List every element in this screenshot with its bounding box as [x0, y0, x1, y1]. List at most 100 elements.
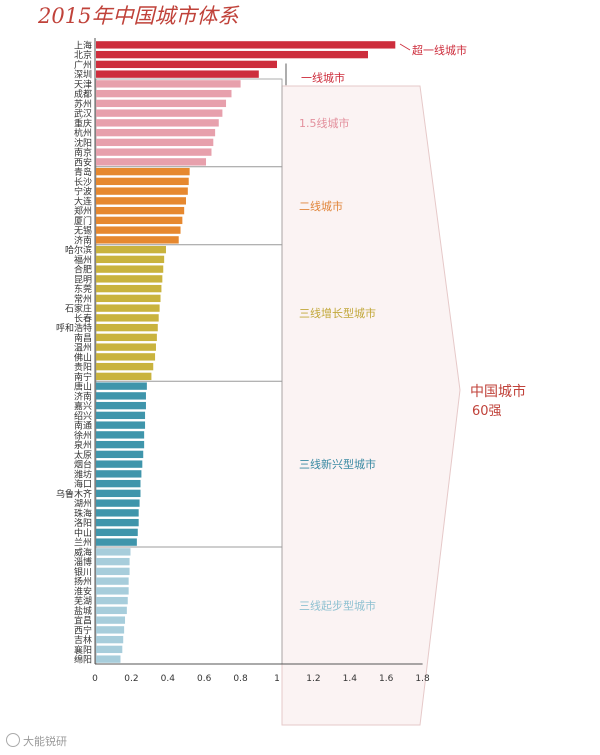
- bar: [96, 392, 146, 400]
- bar: [96, 275, 163, 283]
- bar: [96, 236, 179, 244]
- bar: [96, 557, 130, 566]
- category-label: 扬州: [74, 576, 92, 588]
- bar: [96, 333, 157, 342]
- bar: [96, 372, 152, 381]
- category-label: 绍兴: [74, 410, 92, 422]
- category-label: 苏州: [74, 98, 92, 110]
- bar: [96, 294, 161, 303]
- category-label: 湖州: [74, 499, 92, 510]
- x-tick-label: 0.6: [197, 674, 212, 684]
- x-tick-label: 1.8: [415, 674, 430, 684]
- bar: [96, 489, 141, 498]
- x-tick-label: 1.6: [379, 674, 394, 684]
- watermark-icon: [6, 733, 20, 747]
- bar: [96, 655, 121, 663]
- bar: [96, 70, 259, 78]
- category-label: 威海: [74, 546, 92, 558]
- bar: [96, 538, 137, 546]
- bar: [96, 206, 185, 215]
- category-label: 贵阳: [74, 361, 92, 373]
- x-tick-label: 0: [92, 674, 98, 684]
- category-label: 沈阳: [74, 137, 92, 149]
- bar: [96, 470, 142, 478]
- tier-label: 1.5线城市: [299, 116, 350, 130]
- category-label: 深圳: [74, 70, 92, 81]
- bar: [96, 119, 219, 127]
- watermark: 大能锐研: [6, 733, 67, 749]
- category-label: 盐城: [74, 605, 92, 617]
- bar: [96, 41, 396, 49]
- bar: [96, 50, 368, 59]
- bar: [96, 304, 160, 312]
- bar: [96, 509, 139, 517]
- bar: [96, 138, 214, 147]
- tier-label: 一线城市: [301, 71, 345, 85]
- category-label: 宜昌: [74, 615, 92, 627]
- bar: [96, 635, 124, 644]
- bar: [96, 411, 146, 420]
- category-label: 石家庄: [65, 303, 92, 315]
- category-label: 佛山: [74, 351, 92, 363]
- bar: [96, 518, 139, 527]
- bar: [96, 177, 189, 186]
- bar: [96, 109, 223, 117]
- category-label: 合肥: [74, 264, 92, 276]
- category-label: 南京: [74, 147, 92, 159]
- bar: [96, 314, 159, 322]
- chart-title: 2015年中国城市体系: [38, 4, 239, 28]
- bar: [96, 596, 128, 605]
- bar: [96, 479, 141, 488]
- category-label: 银川: [74, 566, 92, 578]
- category-label: 昆明: [74, 274, 92, 285]
- bar: [96, 499, 140, 507]
- category-label: 东莞: [74, 283, 92, 295]
- bar: [96, 401, 146, 410]
- category-label: 济南: [74, 234, 92, 246]
- bar: [96, 645, 123, 654]
- bar: [96, 606, 127, 615]
- category-label: 青岛: [74, 166, 92, 178]
- category-label: 嘉兴: [74, 400, 92, 412]
- x-tick-label: 1: [274, 674, 280, 684]
- category-label: 哈尔滨: [65, 244, 92, 256]
- bar: [96, 323, 158, 332]
- category-label: 太原: [74, 449, 92, 461]
- category-label: 济南: [74, 390, 92, 402]
- bar: [96, 362, 154, 371]
- bar: [96, 226, 181, 234]
- bar: [96, 567, 130, 576]
- bar: [96, 128, 216, 137]
- category-label: 天津: [74, 79, 92, 90]
- tier-label: 二线城市: [299, 199, 343, 213]
- category-label: 呼和浩特: [56, 322, 92, 334]
- bar: [96, 197, 186, 205]
- bar: [96, 265, 164, 273]
- x-tick-label: 0.2: [124, 674, 138, 684]
- category-label: 上海: [74, 39, 92, 51]
- bar: [96, 577, 129, 585]
- category-label: 杭州: [74, 127, 92, 139]
- category-label: 成都: [74, 88, 92, 100]
- tier-box: [95, 244, 283, 382]
- category-label: 无锡: [74, 226, 92, 237]
- bar: [96, 216, 183, 225]
- bar: [96, 284, 162, 293]
- category-label: 长春: [74, 312, 92, 324]
- category-label: 烟台: [74, 459, 92, 471]
- bar: [96, 587, 129, 595]
- category-label: 海口: [74, 478, 92, 490]
- category-label: 北京: [74, 49, 92, 61]
- category-label: 中山: [74, 527, 92, 539]
- bar: [96, 187, 188, 195]
- tier-label: 超一线城市: [412, 43, 467, 57]
- category-label: 吉林: [74, 634, 92, 646]
- category-label: 兰州: [74, 537, 92, 549]
- bar: [96, 382, 147, 390]
- category-label: 徐州: [74, 429, 92, 441]
- category-label: 潍坊: [74, 468, 92, 480]
- category-label: 宁波: [74, 186, 92, 198]
- category-label: 大连: [74, 195, 92, 207]
- category-label: 南通: [74, 420, 92, 432]
